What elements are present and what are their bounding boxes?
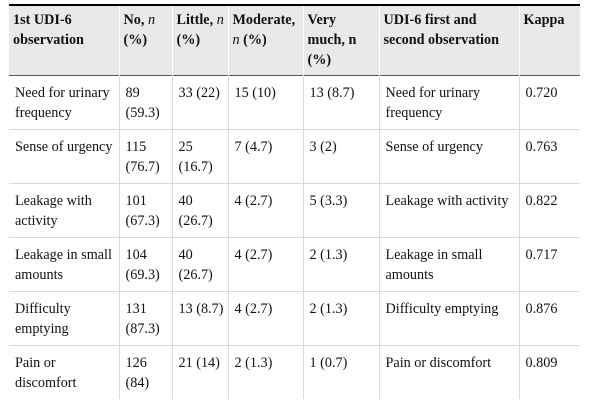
cell-item: Pain or discomfort: [15, 355, 77, 391]
cell-item-second: Leakage with activity: [378, 183, 519, 238]
udi6-table: 1st UDI-6 observation No, n (%) Little, …: [9, 6, 580, 399]
udi6-table-container: 1st UDI-6 observation No, n (%) Little, …: [9, 4, 580, 399]
cell-moderate: 4 (2.7): [227, 183, 303, 238]
cell-little: 13 (8.7): [171, 291, 228, 346]
cell-very-much: 13 (8.7): [302, 75, 379, 130]
cell-very-much: 5 (3.3): [302, 183, 379, 238]
cell-item-second: Need for urinary frequency: [378, 75, 519, 130]
header-first-and-second-observation: UDI-6 first and second observation: [378, 6, 519, 76]
cell-item: Difficulty emptying: [9, 291, 119, 346]
cell-item-second: Sense of urgency: [378, 129, 519, 184]
cell-kappa: 0.809: [518, 345, 580, 399]
cell-kappa: 0.763: [518, 129, 580, 184]
cell-item: Leakage with activity: [9, 183, 119, 238]
cell-moderate: 2 (1.3): [227, 345, 303, 399]
table-row: Difficulty emptying 131 (87.3) 13 (8.7) …: [9, 291, 580, 346]
cell-moderate: 7 (4.7): [227, 129, 303, 184]
cell-very-much: 1 (0.7): [302, 345, 379, 399]
cell-very-much: 2 (1.3): [302, 291, 379, 346]
cell-no: 104 (69.3): [118, 237, 172, 292]
table-row: Pain or discomfort 126 (84) 21 (14) 2 (1…: [9, 345, 580, 399]
cell-very-much: 2 (1.3): [302, 237, 379, 292]
table-row: Sense of urgency 115 (76.7) 25 (16.7) 7 …: [9, 129, 580, 184]
cell-item-second: Difficulty emptying: [378, 291, 519, 346]
cell-item: Sense of urgency: [9, 129, 119, 184]
cell-no: 89 (59.3): [118, 75, 172, 130]
table-header-row: 1st UDI-6 observation No, n (%) Little, …: [9, 6, 580, 76]
cell-item-second: Pain or discomfort: [378, 345, 519, 399]
cell-no: 101 (67.3): [118, 183, 172, 238]
cell-moderate: 4 (2.7): [227, 237, 303, 292]
cell-no: 115 (76.7): [118, 129, 172, 184]
cell-moderate: 4 (2.7): [227, 291, 303, 346]
cell-little: 40 (26.7): [171, 183, 228, 238]
cell-little: 25 (16.7): [171, 129, 228, 184]
cell-kappa: 0.720: [518, 75, 580, 130]
cell-moderate: 15 (10): [227, 75, 303, 130]
table-row: Leakage with activity 101 (67.3) 40 (26.…: [9, 183, 580, 238]
header-kappa: Kappa: [518, 6, 580, 76]
header-moderate: Moderate, n (%): [227, 6, 303, 76]
header-no: No, n (%): [118, 6, 172, 76]
cell-item: Leakage in small amounts: [9, 237, 119, 292]
table-row: Need for urinary frequency 89 (59.3) 33 …: [9, 75, 580, 130]
cell-item-second: Leakage in small amounts: [378, 237, 519, 292]
cell-very-much: 3 (2): [302, 129, 379, 184]
cell-no: 131 (87.3): [118, 291, 172, 346]
cell-kappa: 0.822: [518, 183, 580, 238]
cell-little: 40 (26.7): [171, 237, 228, 292]
cell-kappa: 0.717: [518, 237, 580, 292]
cell-little: 33 (22): [171, 75, 228, 130]
header-very-much: Very much, n (%): [302, 6, 379, 76]
table-top-rule: [9, 4, 580, 6]
header-first-observation: 1st UDI-6 observation: [9, 6, 119, 76]
header-little: Little, n (%): [171, 6, 228, 76]
cell-item: Need for urinary frequency: [9, 75, 119, 130]
cell-kappa: 0.876: [518, 291, 580, 346]
table-row: Leakage in small amounts 104 (69.3) 40 (…: [9, 237, 580, 292]
cell-no: 126 (84): [118, 345, 172, 399]
cell-little: 21 (14): [171, 345, 228, 399]
